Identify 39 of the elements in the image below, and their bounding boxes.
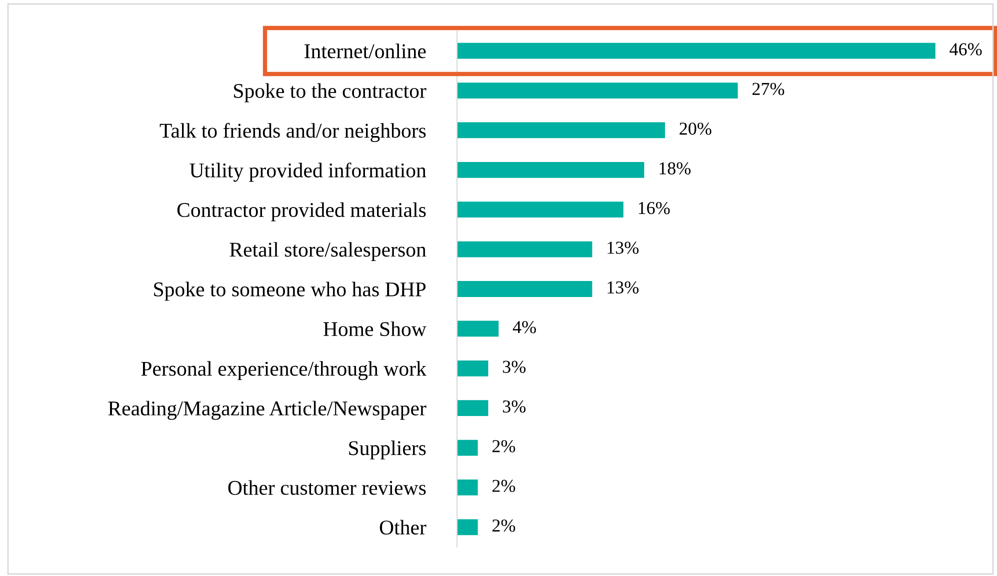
bar (457, 320, 499, 337)
data-label: 13% (608, 242, 639, 254)
data-label: 46% (950, 43, 982, 56)
bar (457, 202, 624, 218)
y-tick-label: Utility provided information (190, 162, 426, 182)
data-label: 3% (502, 360, 526, 373)
bar (457, 122, 665, 138)
y-tick-label: Suppliers (349, 440, 426, 460)
data-label: 18% (660, 162, 691, 174)
data-label: 20% (680, 122, 712, 135)
data-label: 13% (608, 281, 639, 294)
y-tick-label: Other (380, 520, 426, 535)
bar (457, 480, 478, 496)
data-label: 4% (512, 321, 536, 334)
bar (457, 42, 936, 59)
bar (457, 241, 592, 258)
y-tick-label: Retail store/salesperson (230, 242, 426, 261)
bar (457, 360, 488, 376)
y-tick-label: Talk to friends and/or neighbors (160, 122, 426, 142)
y-tick-label: Other customer reviews (228, 480, 426, 495)
bar (457, 519, 478, 536)
y-tick-label: Spoke to someone who has DHP (154, 282, 426, 301)
data-label: 2% (492, 480, 516, 492)
bar (457, 281, 592, 297)
data-label: 27% (752, 82, 784, 96)
data-label: 3% (502, 400, 526, 413)
y-tick-label: Personal experience/through work (141, 361, 426, 380)
bar (457, 82, 738, 98)
bar (457, 440, 478, 456)
y-tick-label: Contractor provided materials (177, 202, 426, 222)
bar (457, 162, 644, 178)
bar (457, 400, 488, 416)
y-tick-label: Home Show (323, 321, 426, 336)
y-tick-label: Internet/online (304, 44, 426, 58)
data-label: 16% (638, 202, 670, 214)
y-tick-label: Spoke to the contractor (234, 83, 426, 102)
data-label: 2% (492, 440, 516, 452)
data-label: 2% (492, 519, 516, 532)
y-tick-label: Reading/Magazine Article/Newspaper (108, 400, 426, 420)
